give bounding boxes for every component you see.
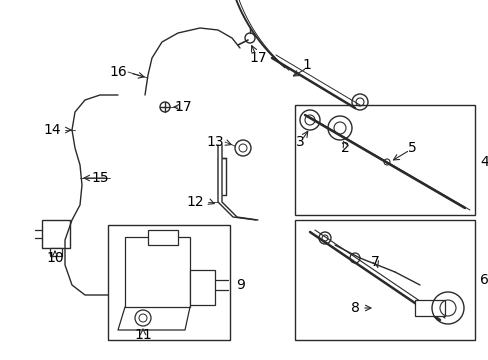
Text: 8: 8 — [350, 301, 359, 315]
Bar — [294, 220, 474, 340]
Text: 10: 10 — [46, 251, 63, 265]
Bar — [50, 248, 62, 256]
Text: 16: 16 — [109, 65, 126, 79]
Bar — [108, 225, 229, 340]
Text: 7: 7 — [370, 255, 379, 269]
Bar — [190, 270, 215, 305]
Text: 5: 5 — [407, 141, 415, 155]
Bar — [125, 237, 190, 307]
Text: 6: 6 — [479, 273, 488, 287]
Text: 14: 14 — [43, 123, 61, 137]
Text: 17: 17 — [174, 100, 191, 114]
Bar — [414, 300, 444, 316]
Text: 11: 11 — [134, 328, 152, 342]
Text: 2: 2 — [340, 141, 348, 155]
Text: 12: 12 — [186, 195, 203, 209]
Text: 17: 17 — [249, 51, 266, 65]
Text: 1: 1 — [302, 58, 311, 72]
Bar — [294, 105, 474, 215]
Bar — [42, 220, 70, 248]
Text: 15: 15 — [91, 171, 109, 185]
Text: 9: 9 — [236, 278, 244, 292]
Text: 4: 4 — [479, 155, 488, 169]
Text: 3: 3 — [295, 135, 304, 149]
Bar — [148, 230, 178, 245]
Text: 13: 13 — [206, 135, 224, 149]
